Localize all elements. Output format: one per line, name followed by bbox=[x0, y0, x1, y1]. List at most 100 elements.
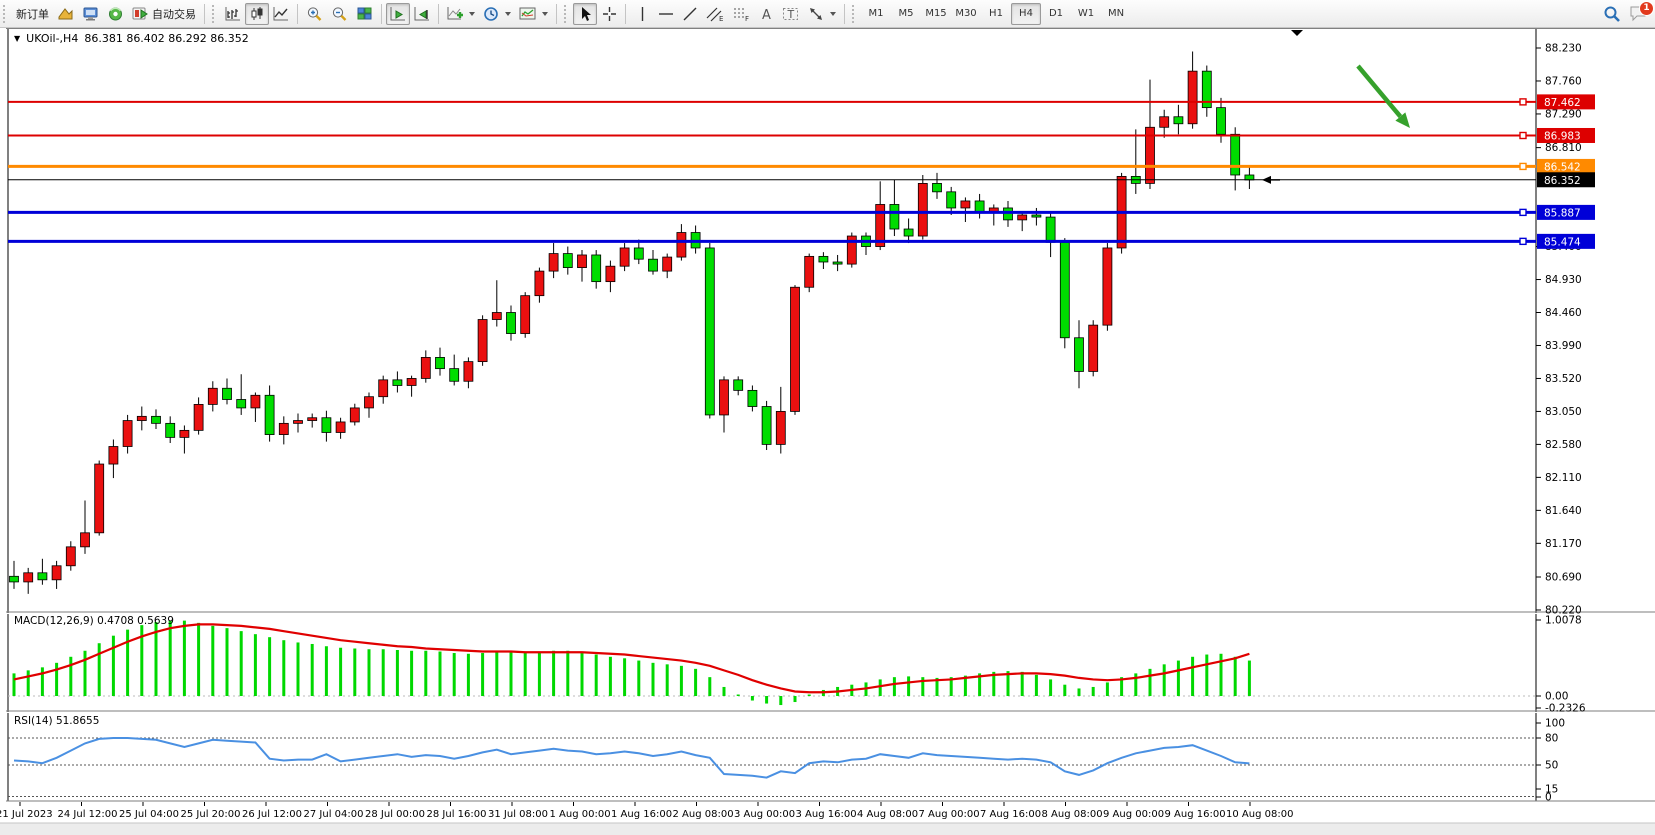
candle-down[interactable] bbox=[704, 247, 715, 416]
candle-down[interactable] bbox=[435, 357, 445, 370]
candle-down[interactable] bbox=[37, 572, 48, 581]
crosshair-button[interactable] bbox=[597, 3, 621, 25]
templates-button[interactable] bbox=[515, 3, 552, 25]
toolbar-grip[interactable] bbox=[212, 4, 217, 23]
equidistant-channel-button[interactable]: E bbox=[702, 3, 728, 25]
market-watch-button[interactable] bbox=[78, 3, 103, 25]
candle-up[interactable] bbox=[463, 361, 474, 382]
toolbar-grip[interactable] bbox=[564, 4, 569, 23]
candle-up[interactable] bbox=[520, 295, 531, 334]
candle-up[interactable] bbox=[122, 420, 133, 447]
candle-up[interactable] bbox=[619, 247, 630, 267]
candle-up[interactable] bbox=[420, 357, 431, 379]
candle-up[interactable] bbox=[875, 204, 886, 247]
candle-up[interactable] bbox=[534, 270, 545, 297]
candle-up[interactable] bbox=[293, 420, 303, 424]
candle-down[interactable] bbox=[1059, 241, 1070, 339]
candle-down[interactable] bbox=[903, 228, 914, 237]
candle-up[interactable] bbox=[278, 422, 289, 435]
candle-down[interactable] bbox=[1201, 70, 1212, 109]
price-line-anchor[interactable] bbox=[1519, 98, 1527, 106]
auto-scroll-button[interactable] bbox=[386, 2, 410, 25]
candle-up[interactable] bbox=[676, 232, 687, 258]
timeframe-button-M1[interactable]: M1 bbox=[861, 3, 891, 25]
candle-down[interactable] bbox=[733, 379, 744, 391]
candle-up[interactable] bbox=[65, 546, 76, 567]
candle-down[interactable] bbox=[1244, 174, 1255, 181]
line-chart-button[interactable] bbox=[269, 3, 293, 25]
text-button[interactable]: A bbox=[754, 3, 778, 25]
horizontal-scrollbar[interactable] bbox=[0, 823, 1655, 835]
candle-down[interactable] bbox=[832, 261, 843, 265]
candle-down[interactable] bbox=[321, 417, 332, 433]
fibonacci-button[interactable]: F bbox=[728, 3, 754, 25]
candle-up[interactable] bbox=[917, 183, 928, 237]
candle-up[interactable] bbox=[136, 415, 147, 421]
candle-up[interactable] bbox=[80, 532, 90, 548]
candle-down[interactable] bbox=[1031, 214, 1042, 218]
candlestick-chart-button[interactable] bbox=[245, 2, 269, 25]
candle-down[interactable] bbox=[818, 255, 829, 263]
candle-up[interactable] bbox=[307, 417, 318, 421]
candle-up[interactable] bbox=[335, 421, 346, 433]
autotrading-button[interactable]: 自动交易 bbox=[128, 3, 200, 25]
trendline-button[interactable] bbox=[678, 3, 702, 25]
candle-up[interactable] bbox=[94, 463, 105, 534]
candle-down[interactable] bbox=[1230, 133, 1241, 176]
candle-up[interactable] bbox=[193, 404, 204, 431]
candle-up[interactable] bbox=[378, 379, 389, 398]
candle-down[interactable] bbox=[747, 389, 758, 407]
candle-down[interactable] bbox=[222, 387, 232, 400]
candle-up[interactable] bbox=[1145, 126, 1155, 184]
candle-up[interactable] bbox=[1159, 116, 1170, 128]
price-line-anchor[interactable] bbox=[1519, 131, 1527, 140]
cursor-button[interactable] bbox=[573, 2, 597, 25]
timeframe-button-MN[interactable]: MN bbox=[1101, 3, 1131, 25]
candle-up[interactable] bbox=[179, 429, 190, 438]
candle-up[interactable] bbox=[775, 411, 786, 445]
candle-down[interactable] bbox=[562, 253, 573, 269]
candle-down[interactable] bbox=[151, 415, 161, 424]
candle-up[interactable] bbox=[960, 200, 971, 209]
candle-up[interactable] bbox=[491, 312, 502, 320]
candle-down[interactable] bbox=[648, 258, 658, 272]
candle-up[interactable] bbox=[108, 446, 119, 465]
candle-up[interactable] bbox=[1088, 324, 1099, 372]
candle-down[interactable] bbox=[392, 379, 403, 386]
candle-up[interactable] bbox=[846, 235, 857, 265]
candle-up[interactable] bbox=[804, 255, 815, 288]
timeframe-button-D1[interactable]: D1 bbox=[1041, 3, 1071, 25]
horizontal-line-button[interactable] bbox=[654, 3, 678, 25]
toolbar-grip[interactable] bbox=[3, 4, 8, 23]
signals-button[interactable] bbox=[103, 3, 128, 25]
arrows-button[interactable] bbox=[804, 3, 840, 25]
new-order-button[interactable]: 新订单 bbox=[12, 3, 53, 25]
indicators-button[interactable] bbox=[443, 3, 479, 25]
chart-shift-button[interactable] bbox=[410, 3, 434, 25]
vertical-line-button[interactable] bbox=[630, 3, 654, 25]
price-line-anchor[interactable] bbox=[1519, 162, 1527, 171]
candle-up[interactable] bbox=[662, 256, 673, 272]
text-label-button[interactable]: T bbox=[778, 3, 804, 25]
candle-down[interactable] bbox=[1074, 337, 1084, 372]
bar-chart-button[interactable] bbox=[221, 3, 245, 25]
candle-down[interactable] bbox=[1173, 116, 1184, 125]
price-line-anchor[interactable] bbox=[1519, 208, 1527, 217]
zoom-in-button[interactable] bbox=[302, 3, 327, 25]
arrow-annotation-head[interactable] bbox=[1395, 112, 1410, 128]
timeframe-button-M30[interactable]: M30 bbox=[951, 3, 981, 25]
timeframe-button-M5[interactable]: M5 bbox=[891, 3, 921, 25]
price-line-anchor[interactable] bbox=[1519, 237, 1527, 246]
candle-down[interactable] bbox=[591, 254, 602, 283]
candle-up[interactable] bbox=[51, 565, 62, 581]
candle-down[interactable] bbox=[946, 191, 957, 209]
candle-up[interactable] bbox=[23, 572, 34, 583]
candle-down[interactable] bbox=[449, 368, 460, 382]
timeframe-button-H1[interactable]: H1 bbox=[981, 3, 1011, 25]
candle-up[interactable] bbox=[1102, 247, 1113, 326]
candle-down[interactable] bbox=[1216, 107, 1226, 135]
toolbar-grip[interactable] bbox=[852, 4, 857, 23]
tile-windows-button[interactable] bbox=[352, 3, 377, 25]
candle-up[interactable] bbox=[1017, 214, 1028, 221]
candle-down[interactable] bbox=[889, 204, 900, 230]
